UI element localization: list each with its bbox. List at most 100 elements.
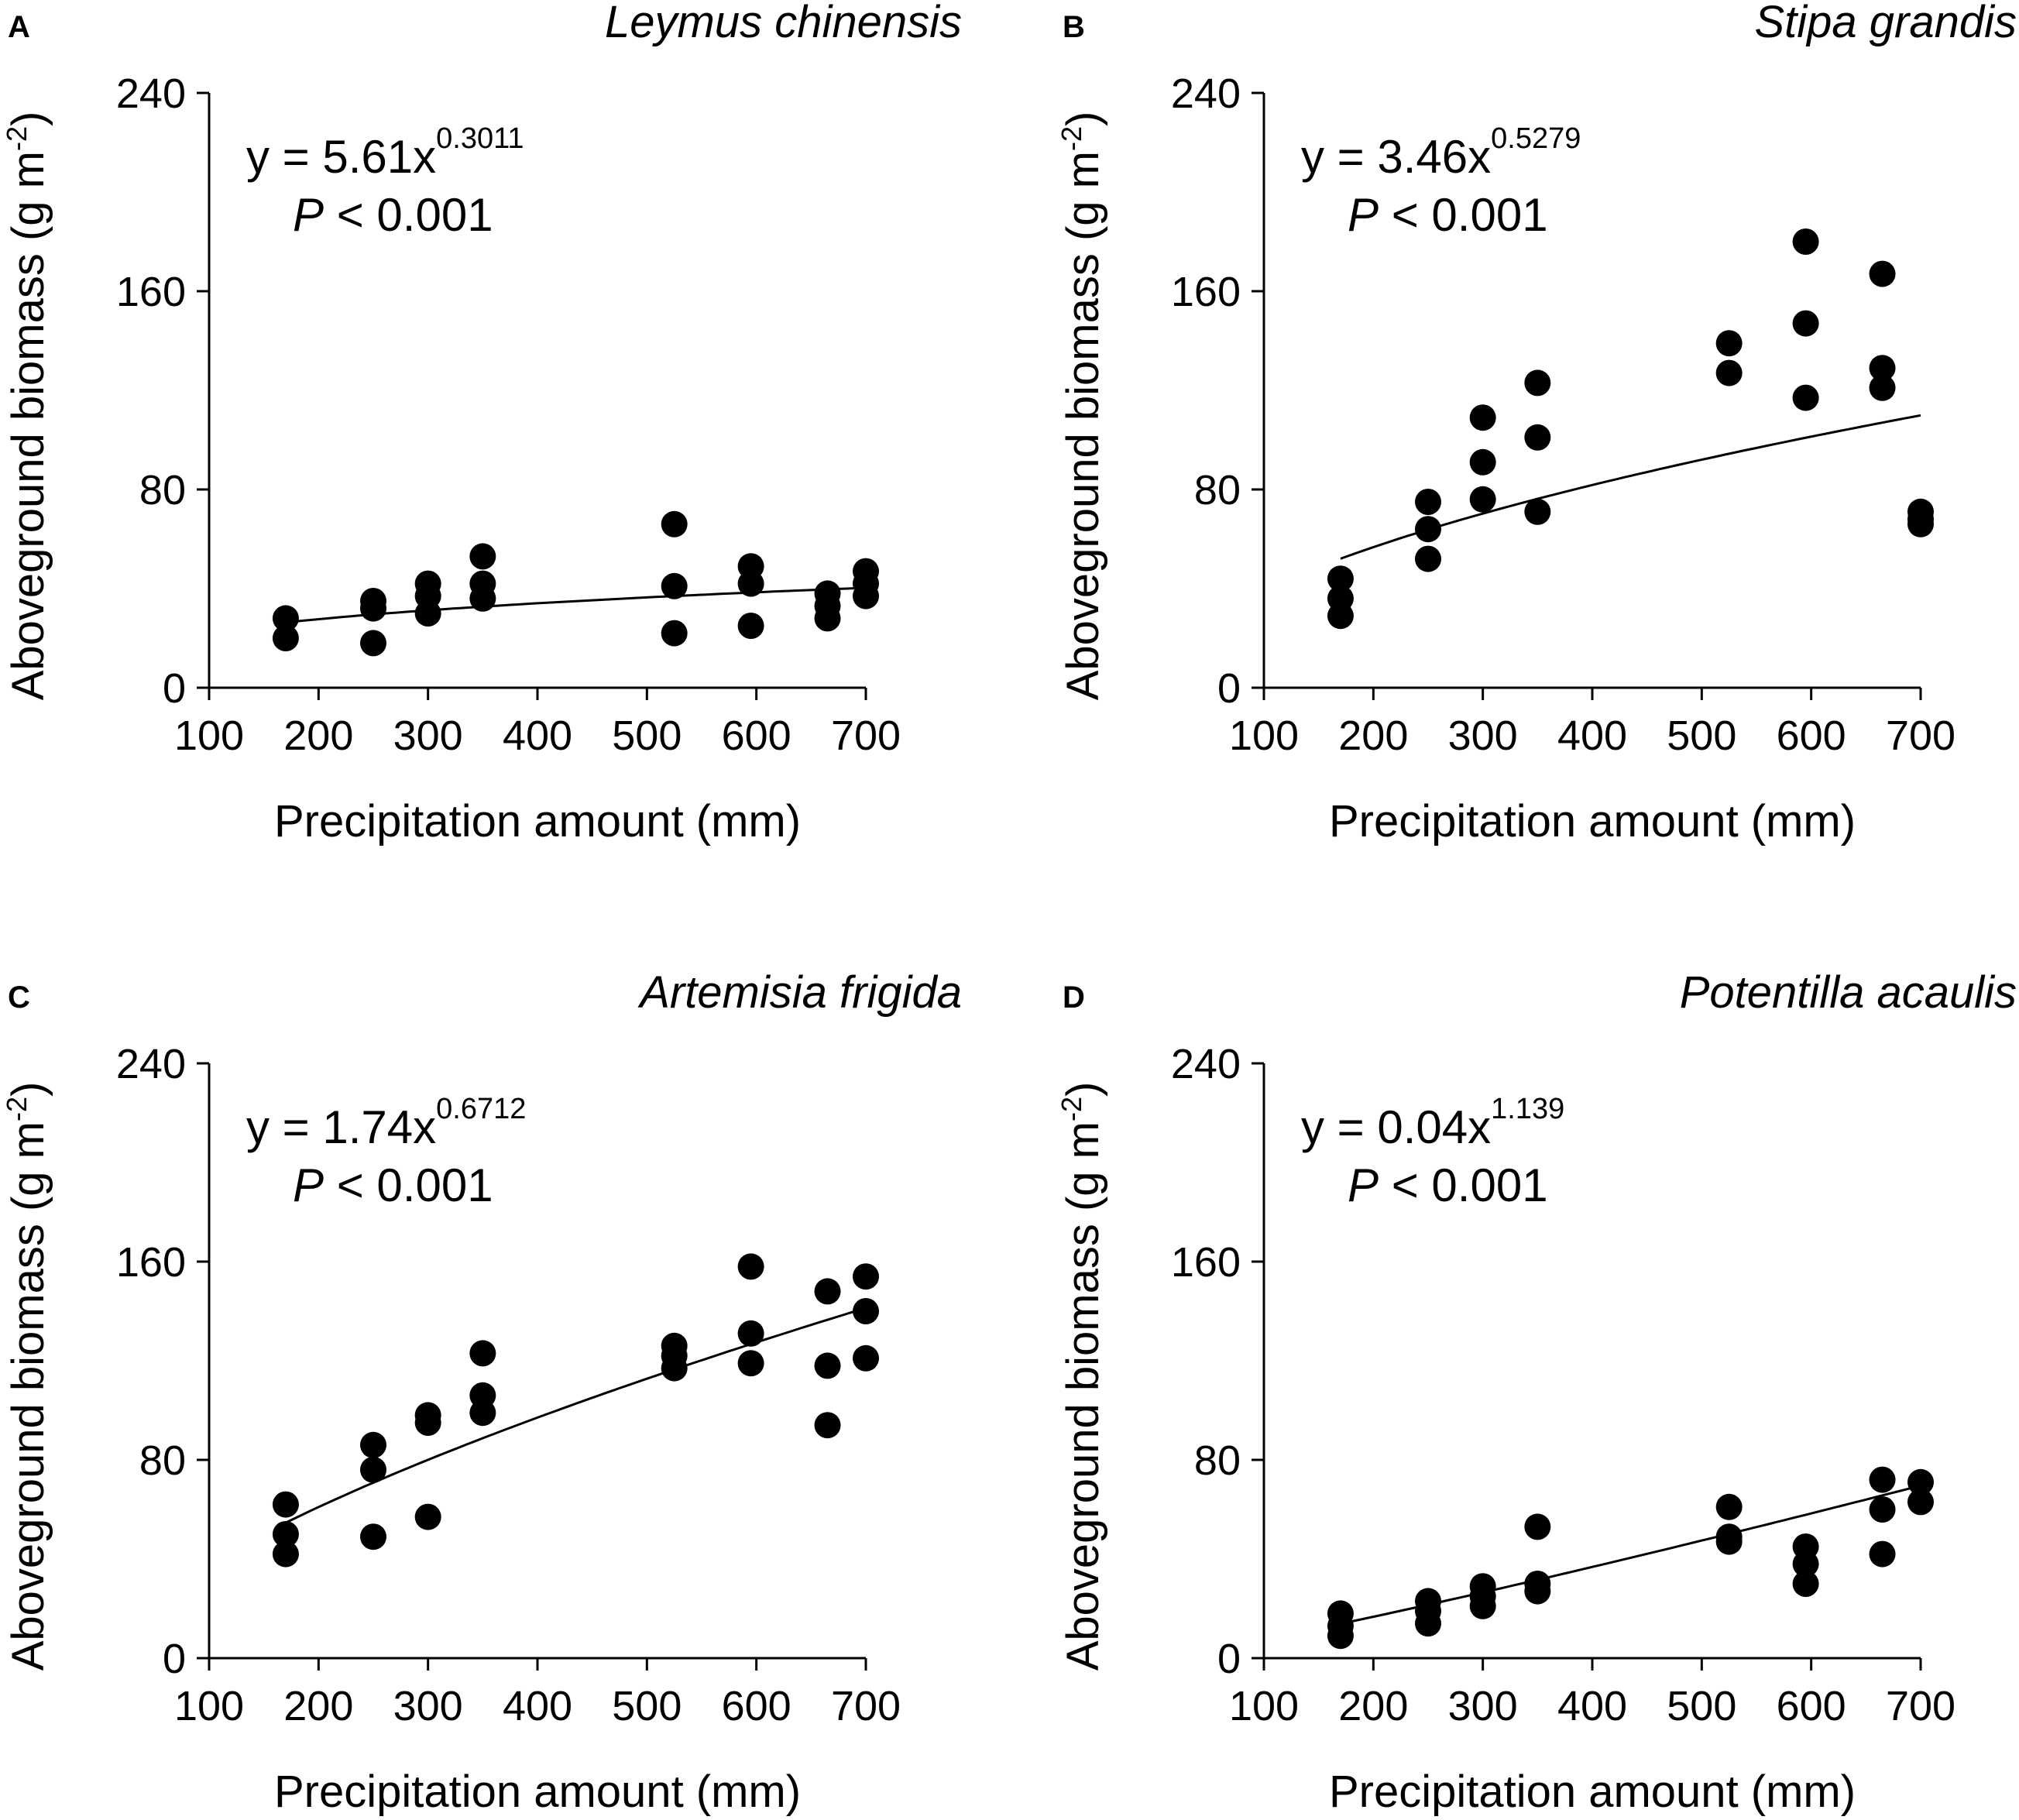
data-point [1469,448,1496,476]
y-tick-label: 0 [163,1636,186,1682]
x-tick-label: 700 [1886,1683,1955,1729]
data-point [272,1540,299,1568]
x-tick-label: 600 [1777,713,1846,759]
y-axis-label-close: ) [3,112,53,126]
data-point [1869,260,1896,287]
species-title: Artemisia frigida [637,967,962,1018]
y-axis-label-main: Aboveground biomass (g m [3,1121,53,1671]
data-point [1869,355,1896,382]
data-point [1792,1550,1819,1578]
x-tick-label: 100 [174,1683,244,1729]
data-point [1792,1571,1819,1597]
data-point [737,613,764,639]
data-point [1907,1489,1934,1516]
data-point [1524,498,1551,525]
p-value-text: < 0.001 [1379,189,1548,241]
y-tick-label: 80 [139,1437,186,1484]
y-tick-label: 240 [116,1041,186,1087]
fit-equation: y = 1.74x0.6712 [246,1093,526,1153]
y-axis-label: Aboveground biomass (g m-2) [1056,112,1108,701]
data-point [1415,516,1441,543]
data-point [853,1263,879,1290]
y-tick-label: 0 [163,665,186,712]
y-axis-label-close: ) [1058,1082,1108,1097]
x-tick-label: 500 [612,713,682,759]
data-point [272,605,299,632]
y-tick-label: 80 [139,467,186,513]
fit-equation: y = 5.61x0.3011 [246,122,524,183]
x-tick-label: 300 [1448,713,1518,759]
y-axis-label-main: Aboveground biomass (g m [3,151,53,700]
x-tick-label: 600 [722,1683,791,1729]
p-value: P < 0.001 [1348,189,1548,241]
data-point [1524,1513,1551,1540]
y-tick-label: 240 [1171,1041,1241,1087]
data-point [737,1320,764,1347]
data-point [737,1253,764,1280]
x-tick-label: 300 [1448,1683,1518,1729]
data-point [469,1340,496,1367]
data-point [414,1410,441,1436]
x-axis-label: Precipitation amount (mm) [274,796,801,846]
data-point [661,572,688,599]
x-tick-label: 600 [1777,1683,1846,1729]
data-point [661,620,688,647]
fit-curve [285,1307,867,1524]
y-tick-label: 160 [1171,269,1241,315]
data-point [272,1521,299,1547]
p-value-text: < 0.001 [1379,1159,1548,1211]
x-tick-label: 100 [1229,713,1299,759]
x-tick-label: 400 [503,1683,572,1729]
p-value: P < 0.001 [1348,1159,1548,1211]
data-point [360,1523,386,1550]
y-tick-label: 80 [1194,1437,1241,1484]
data-point [1715,330,1743,357]
x-tick-label: 300 [393,713,463,759]
data-point [1869,374,1896,401]
data-point [1869,1496,1896,1523]
p-value: P < 0.001 [293,189,493,241]
data-point [1415,1610,1441,1637]
x-tick-label: 700 [831,1683,901,1729]
y-axis-label-superscript: -2 [1,1097,33,1121]
data-point [1715,1493,1743,1520]
p-value-symbol: P [293,1159,324,1211]
fit-equation-exponent: 1.139 [1491,1093,1564,1125]
data-point [1524,1578,1551,1605]
data-point [737,1350,764,1377]
data-point [1907,510,1934,537]
data-point [1327,565,1354,592]
data-point [272,625,299,651]
data-point [853,582,879,610]
y-tick-label: 0 [1217,665,1241,712]
data-point [1415,489,1441,515]
data-point [272,1491,299,1518]
panel-label: A [8,10,30,44]
panel-b: B Stipa grandis 0 80 160 240 100 200 300 400 500 60… [1056,0,2017,846]
species-title: Potentilla acaulis [1680,967,2017,1018]
x-tick-label: 200 [283,1683,353,1729]
y-tick-label: 0 [1217,1636,1241,1682]
data-point [661,510,688,537]
fit-equation-exponent: 0.6712 [436,1093,526,1125]
data-point [360,1456,386,1483]
y-tick-label: 160 [116,1239,186,1286]
data-point [814,1278,841,1305]
data-point [1715,359,1743,386]
data-point [1869,1466,1896,1493]
data-point [1524,424,1551,451]
fit-equation: y = 3.46x0.5279 [1301,122,1581,183]
fit-equation-exponent: 0.5279 [1491,122,1581,155]
data-point [1715,1528,1743,1555]
data-point [1792,384,1819,411]
y-tick-label: 240 [1171,70,1241,117]
x-tick-label: 100 [1229,1683,1299,1729]
fit-equation-base: y = 1.74x [246,1101,436,1153]
data-point [1792,310,1819,337]
panel-d: D Potentilla acaulis 0 80 160 240 100 200 300 400… [1056,967,2017,1817]
data-point [414,1503,441,1530]
data-point [469,543,496,570]
fit-equation-base: y = 3.46x [1301,131,1491,183]
y-axis-label-main: Aboveground biomass (g m [1058,151,1108,700]
